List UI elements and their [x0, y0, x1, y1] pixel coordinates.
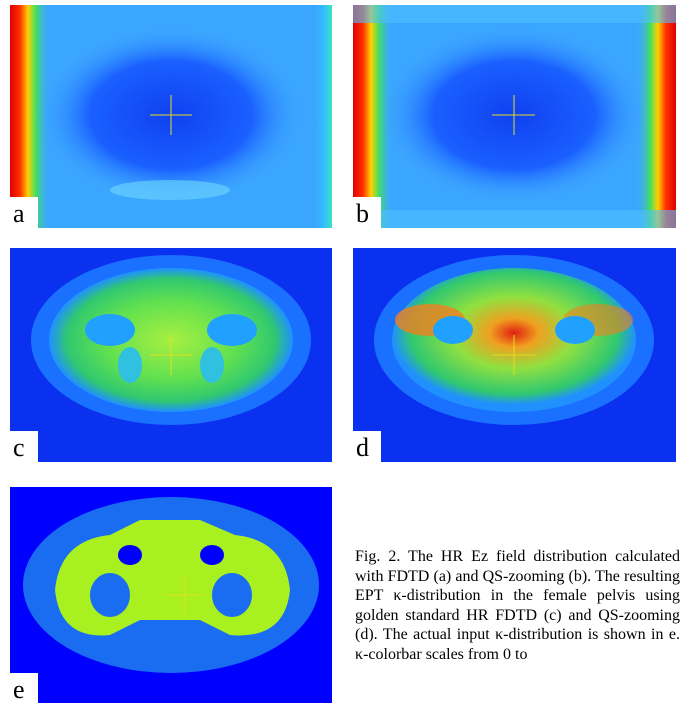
panel-e: e — [10, 487, 332, 704]
panel-b: b — [353, 5, 676, 228]
panel-label: e — [13, 675, 25, 704]
panel-label: c — [13, 433, 25, 462]
panel-label: a — [13, 199, 25, 228]
page: {"panels": [{"label": "a"}, {"label": "b… — [0, 0, 693, 708]
panel-label: d — [356, 433, 369, 462]
panel-label: b — [356, 199, 369, 228]
panel-d: d — [353, 248, 676, 462]
figure-caption: Fig. 2. The HR Ez field distribution cal… — [355, 547, 680, 665]
panel-a: a — [10, 5, 332, 228]
panel-c: c — [10, 248, 332, 462]
